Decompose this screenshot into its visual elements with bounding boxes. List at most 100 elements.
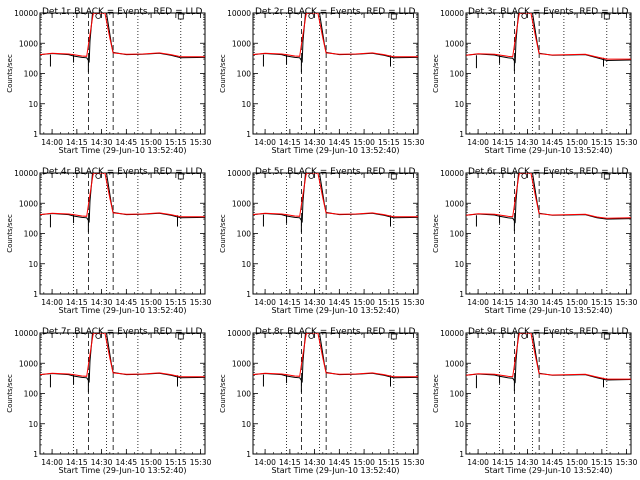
panel-title-label: Det 9r xyxy=(468,327,497,337)
x-tick-label: 15:00 xyxy=(140,298,162,307)
panel-6: Det 6r BLACK = Events, RED = LLD 1 10 100 100… xyxy=(432,167,638,315)
series-lld-line xyxy=(253,173,418,218)
y-tick-label: 10000 xyxy=(227,9,251,18)
x-tick-label: 15:00 xyxy=(353,458,375,467)
x-tick-label: 15:30 xyxy=(190,458,212,467)
panel-title-label: Det 7r xyxy=(42,327,71,337)
panel-legend-text: BLACK = Events, RED = LLD xyxy=(74,327,202,337)
panel-legend-text: BLACK = Events, RED = LLD xyxy=(500,7,628,17)
square-marker xyxy=(603,13,610,20)
y-tick-label: 1000 xyxy=(19,359,38,368)
y-tick-label: 10 xyxy=(28,420,38,429)
x-axis-label: Start Time (29-Jun-10 13:52:40) xyxy=(272,466,400,475)
y-tick-label: 1 xyxy=(459,130,464,139)
x-tick-label: 14:15 xyxy=(66,298,88,307)
y-tick-label: 1 xyxy=(246,450,251,459)
x-tick-label: 15:30 xyxy=(616,458,638,467)
x-tick-label: 14:15 xyxy=(279,458,301,467)
x-axis-label: Start Time (29-Jun-10 13:52:40) xyxy=(485,466,613,475)
y-axis-label: Counts/sec xyxy=(432,374,440,413)
panel-title-label: Det 4r xyxy=(42,167,71,177)
y-tick-label: 1000 xyxy=(232,39,251,48)
y-axis-label: Counts/sec xyxy=(6,214,14,253)
series-lld-line xyxy=(40,13,205,58)
x-tick-label: 14:30 xyxy=(304,138,326,147)
series-lld-line xyxy=(466,333,631,380)
panel-title: Det 3r BLACK = Events, RED = LLD xyxy=(468,7,628,17)
y-tick-label: 10000 xyxy=(440,169,464,178)
y-tick-label: 1 xyxy=(246,130,251,139)
y-tick-label: 1 xyxy=(33,290,38,299)
x-tick-label: 14:45 xyxy=(116,458,138,467)
y-tick-label: 10000 xyxy=(14,169,38,178)
circle-marker xyxy=(521,333,528,339)
panel-legend-text: BLACK = Events, RED = LLD xyxy=(74,167,202,177)
x-tick-label: 15:15 xyxy=(591,138,613,147)
x-tick-label: 15:30 xyxy=(190,298,212,307)
series-group xyxy=(253,173,418,233)
series-group xyxy=(253,333,418,393)
y-tick-label: 100 xyxy=(450,70,465,79)
x-tick-label: 15:15 xyxy=(591,298,613,307)
x-tick-label: 14:45 xyxy=(329,458,351,467)
panel-title-label: Det 8r xyxy=(255,327,284,337)
x-tick-label: 14:15 xyxy=(279,138,301,147)
panel-1: Det 1r BLACK = Events, RED = LLD 1 10 100 100… xyxy=(6,7,212,155)
square-marker xyxy=(177,333,184,340)
x-tick-label: 15:00 xyxy=(140,138,162,147)
y-tick-label: 10 xyxy=(241,420,251,429)
square-marker xyxy=(390,13,397,20)
plot-frame xyxy=(252,172,419,295)
panel-title: Det 5r BLACK = Events, RED = LLD xyxy=(255,167,415,177)
y-tick-label: 10 xyxy=(28,100,38,109)
x-tick-label: 15:30 xyxy=(403,458,425,467)
series-group xyxy=(466,333,631,392)
x-axis-label: Start Time (29-Jun-10 13:52:40) xyxy=(59,146,187,155)
x-tick-label: 14:45 xyxy=(116,298,138,307)
y-tick-label: 100 xyxy=(24,390,39,399)
y-axis-label: Counts/sec xyxy=(432,54,440,93)
x-tick-label: 14:15 xyxy=(492,458,514,467)
panel-title: Det 9r BLACK = Events, RED = LLD xyxy=(468,327,628,337)
x-tick-label: 14:00 xyxy=(254,298,276,307)
x-tick-label: 15:00 xyxy=(566,298,588,307)
panel-5: Det 5r BLACK = Events, RED = LLD 1 10 100 100… xyxy=(219,167,425,315)
y-tick-label: 10000 xyxy=(440,9,464,18)
x-tick-label: 14:00 xyxy=(41,298,63,307)
x-tick-label: 14:15 xyxy=(492,298,514,307)
series-group xyxy=(466,13,631,72)
series-lld-line xyxy=(466,173,631,219)
x-tick-label: 15:15 xyxy=(591,458,613,467)
square-marker xyxy=(177,13,184,20)
panel-title-label: Det 3r xyxy=(468,7,497,17)
panel-legend-text: BLACK = Events, RED = LLD xyxy=(287,7,415,17)
plot-frame xyxy=(39,12,206,135)
series-lld-line xyxy=(40,173,205,218)
x-tick-label: 14:00 xyxy=(467,458,489,467)
circle-marker xyxy=(95,13,102,19)
y-tick-label: 10000 xyxy=(14,329,38,338)
plot-frame xyxy=(39,332,206,455)
plot-frame xyxy=(39,172,206,295)
y-tick-label: 100 xyxy=(24,230,39,239)
y-tick-label: 10 xyxy=(28,260,38,269)
y-tick-label: 10000 xyxy=(227,169,251,178)
panel-4: Det 4r BLACK = Events, RED = LLD 1 10 100 100… xyxy=(6,167,212,315)
x-tick-label: 14:15 xyxy=(492,138,514,147)
series-lld-line xyxy=(253,13,418,58)
y-axis-label: Counts/sec xyxy=(219,374,227,413)
x-tick-label: 15:30 xyxy=(616,298,638,307)
panel-title-label: Det 5r xyxy=(255,167,284,177)
circle-marker xyxy=(308,13,315,19)
y-tick-label: 1 xyxy=(459,290,464,299)
x-tick-label: 15:15 xyxy=(378,298,400,307)
x-tick-label: 15:00 xyxy=(353,138,375,147)
panel-title-label: Det 1r xyxy=(42,7,71,17)
square-marker xyxy=(390,333,397,340)
panel-legend-text: BLACK = Events, RED = LLD xyxy=(74,7,202,17)
x-tick-label: 14:00 xyxy=(41,138,63,147)
square-marker xyxy=(177,173,184,180)
y-tick-label: 10000 xyxy=(227,329,251,338)
panel-legend-text: BLACK = Events, RED = LLD xyxy=(500,167,628,177)
x-tick-label: 14:45 xyxy=(329,298,351,307)
